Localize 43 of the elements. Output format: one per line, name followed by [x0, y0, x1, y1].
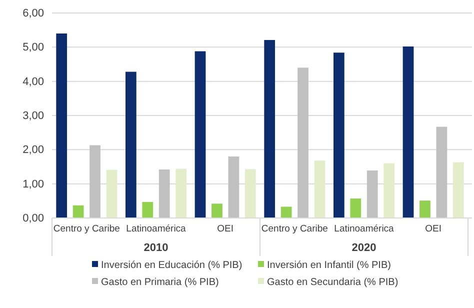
y-tick-label: 1,00	[22, 178, 44, 190]
bar	[298, 68, 308, 218]
legend-label: Gasto en Primaria (% PIB)	[101, 277, 219, 288]
bar	[194, 51, 206, 218]
bar	[72, 205, 84, 218]
x-tick-label: OEI	[217, 224, 234, 235]
bar	[314, 160, 326, 218]
bar	[264, 40, 276, 218]
bar	[244, 169, 256, 218]
bar	[350, 198, 362, 218]
bar	[228, 156, 240, 218]
x-tick-label: Latinoamérica	[126, 224, 187, 235]
bar	[90, 145, 100, 218]
bar	[452, 162, 464, 218]
x-tick-label: Centro y Caribe	[53, 224, 120, 235]
y-tick-label: 4,00	[22, 76, 44, 88]
legend-label: Inversión en Infantil (% PIB)	[267, 260, 391, 271]
bar	[125, 72, 136, 218]
bar	[436, 126, 448, 218]
y-tick-label: 6,00	[22, 8, 44, 20]
x-tick-label: Centro y Caribe	[261, 224, 328, 235]
bar	[280, 206, 292, 218]
bar	[142, 202, 154, 218]
bar	[176, 168, 187, 218]
bar	[56, 34, 68, 218]
y-tick-label: 2,00	[22, 144, 44, 156]
bar	[106, 170, 118, 218]
y-tick-label: 0,00	[22, 212, 44, 225]
bar	[366, 170, 378, 218]
text: 2020	[352, 242, 376, 254]
bar	[158, 169, 170, 218]
legend-label: Gasto en Secundaria (% PIB)	[267, 277, 398, 288]
bar	[212, 204, 222, 218]
bar	[333, 52, 344, 218]
x-tick-label: Latinoamérica	[334, 224, 395, 235]
bar	[402, 46, 414, 218]
legend-label: Inversión en Educación (% PIB)	[101, 260, 242, 271]
bar	[384, 163, 395, 218]
text: 2010	[144, 242, 168, 254]
y-tick-label: 5,00	[22, 42, 44, 54]
bar	[420, 200, 430, 218]
x-tick-label: OEI	[425, 224, 442, 235]
y-tick-label: 3,00	[22, 110, 44, 122]
